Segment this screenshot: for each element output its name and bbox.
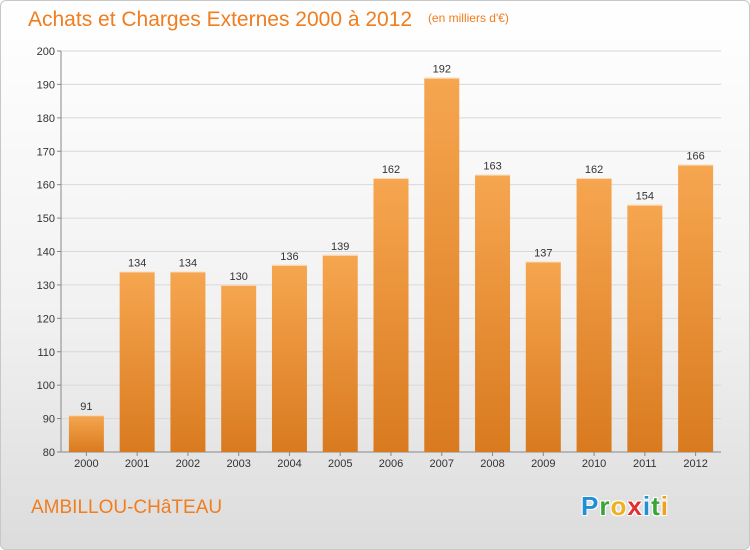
bar xyxy=(170,271,206,452)
y-tick-label: 150 xyxy=(37,213,55,225)
data-label: 137 xyxy=(534,248,552,260)
x-tick-label: 2004 xyxy=(277,458,301,470)
data-label: 134 xyxy=(179,258,197,270)
data-label: 192 xyxy=(433,64,451,76)
logo-letter: i xyxy=(642,491,652,521)
data-label: 139 xyxy=(331,241,349,253)
y-tick-label: 130 xyxy=(37,280,55,292)
bar xyxy=(678,164,714,452)
x-tick-label: 2001 xyxy=(125,458,149,470)
bar xyxy=(322,254,358,452)
x-tick-label: 2009 xyxy=(531,458,555,470)
x-tick-label: 2008 xyxy=(480,458,504,470)
chart-title: Achats et Charges Externes 2000 à 2012 xyxy=(28,8,413,31)
logo-letter: o xyxy=(610,491,628,521)
bar xyxy=(68,415,104,452)
bar xyxy=(271,264,307,452)
y-tick-label: 140 xyxy=(37,247,55,259)
y-tick-label: 80 xyxy=(43,447,55,459)
y-tick-label: 170 xyxy=(37,146,55,158)
y-tick-label: 90 xyxy=(43,414,55,426)
data-label: 154 xyxy=(636,191,654,203)
chart-title-block: Achats et Charges Externes 2000 à 2012 (… xyxy=(28,8,509,32)
data-label: 136 xyxy=(280,251,298,263)
data-label: 91 xyxy=(80,401,92,413)
bar xyxy=(475,174,511,452)
x-tick-label: 2006 xyxy=(379,458,403,470)
y-tick-label: 110 xyxy=(37,347,55,359)
x-tick-label: 2011 xyxy=(633,458,657,470)
bar xyxy=(119,271,155,452)
data-label: 130 xyxy=(230,271,248,283)
logo-letter: t xyxy=(651,491,661,521)
y-tick-label: 180 xyxy=(37,113,55,125)
logo-letter: r xyxy=(599,491,611,521)
x-tick-label: 2003 xyxy=(226,458,250,470)
x-tick-label: 2000 xyxy=(74,458,98,470)
logo-letter: P xyxy=(581,491,600,521)
x-tick-label: 2002 xyxy=(176,458,200,470)
x-tick-label: 2007 xyxy=(430,458,454,470)
data-label: 134 xyxy=(128,258,146,270)
y-tick-label: 200 xyxy=(37,46,55,58)
y-tick-label: 120 xyxy=(37,313,55,325)
chart-subtitle: (en milliers d'€) xyxy=(427,11,509,25)
data-label: 163 xyxy=(483,161,501,173)
data-label: 166 xyxy=(686,151,704,163)
data-label: 162 xyxy=(382,164,400,176)
y-tick-label: 190 xyxy=(37,79,55,91)
proxiti-logo[interactable]: Proxiti xyxy=(581,491,669,522)
data-label: 162 xyxy=(585,164,603,176)
x-tick-label: 2010 xyxy=(582,458,606,470)
x-tick-label: 2005 xyxy=(328,458,352,470)
y-tick-label: 100 xyxy=(37,380,55,392)
bar xyxy=(627,204,663,452)
y-tick-label: 160 xyxy=(37,180,55,192)
bar xyxy=(221,284,257,452)
commune-name: AMBILLOU-CHâTEAU xyxy=(31,497,223,518)
bar xyxy=(525,261,561,452)
logo-letter: x xyxy=(627,491,643,521)
bar xyxy=(373,177,409,452)
bar xyxy=(576,177,612,452)
x-tick-label: 2012 xyxy=(683,458,707,470)
bar xyxy=(424,77,460,452)
logo-letter: i xyxy=(660,491,669,521)
